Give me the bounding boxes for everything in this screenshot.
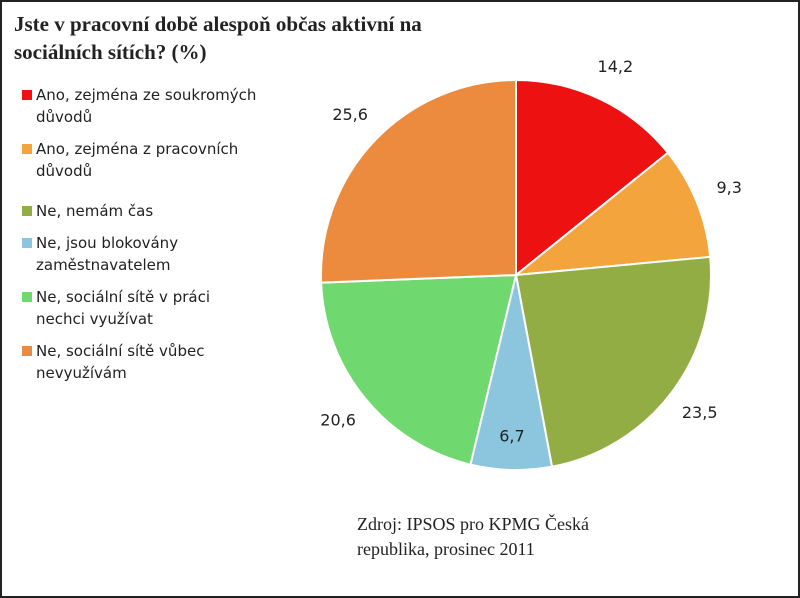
- data-label: 6,7: [499, 426, 524, 445]
- legend-label: Ne, jsou blokovány zaměstnavatelem: [36, 234, 179, 274]
- legend-swatch: [22, 346, 32, 356]
- data-label: 25,6: [332, 105, 368, 124]
- pie-slice: [320, 273, 518, 466]
- legend-item: Ne, sociální sítě v práci nechci využíva…: [22, 286, 262, 330]
- legend: Ano, zejména ze soukromých důvodů Ano, ze…: [22, 84, 262, 394]
- legend-item: Ne, jsou blokovány zaměstnavatelem: [22, 232, 262, 276]
- pie-slice: [512, 151, 712, 277]
- legend-item: Ne, sociální sítě vůbec nevyužívám: [22, 340, 262, 384]
- legend-swatch: [22, 206, 32, 216]
- data-label: 9,3: [717, 178, 742, 197]
- legend-label: Ne, sociální sítě vůbec nevyužívám: [36, 342, 205, 382]
- legend-swatch: [22, 292, 32, 302]
- legend-item: Ano, zejména z pracovních důvodů: [22, 138, 262, 182]
- data-label: 23,5: [682, 403, 718, 422]
- legend-label: Ano, zejména z pracovních důvodů: [36, 140, 239, 180]
- legend-item: Ano, zejména ze soukromých důvodů: [22, 84, 262, 128]
- data-label: 14,2: [598, 57, 634, 76]
- legend-swatch: [22, 238, 32, 248]
- pie-slice: [320, 78, 517, 284]
- legend-swatch: [22, 144, 32, 154]
- pie-slice: [514, 255, 712, 468]
- legend-label: Ano, zejména ze soukromých důvodů: [36, 86, 257, 126]
- source-note: Zdroj: IPSOS pro KPMG Česká republika, p…: [357, 514, 590, 559]
- legend-swatch: [22, 90, 32, 100]
- pie-slice: [515, 78, 670, 278]
- chart-title: Jste v pracovní době alespoň občas aktiv…: [14, 12, 422, 64]
- legend-item: Ne, nemám čas: [22, 200, 262, 222]
- data-label: 20,6: [320, 410, 356, 429]
- legend-label: Ne, nemám čas: [36, 202, 154, 220]
- legend-label: Ne, sociální sítě v práci nechci využíva…: [36, 288, 210, 328]
